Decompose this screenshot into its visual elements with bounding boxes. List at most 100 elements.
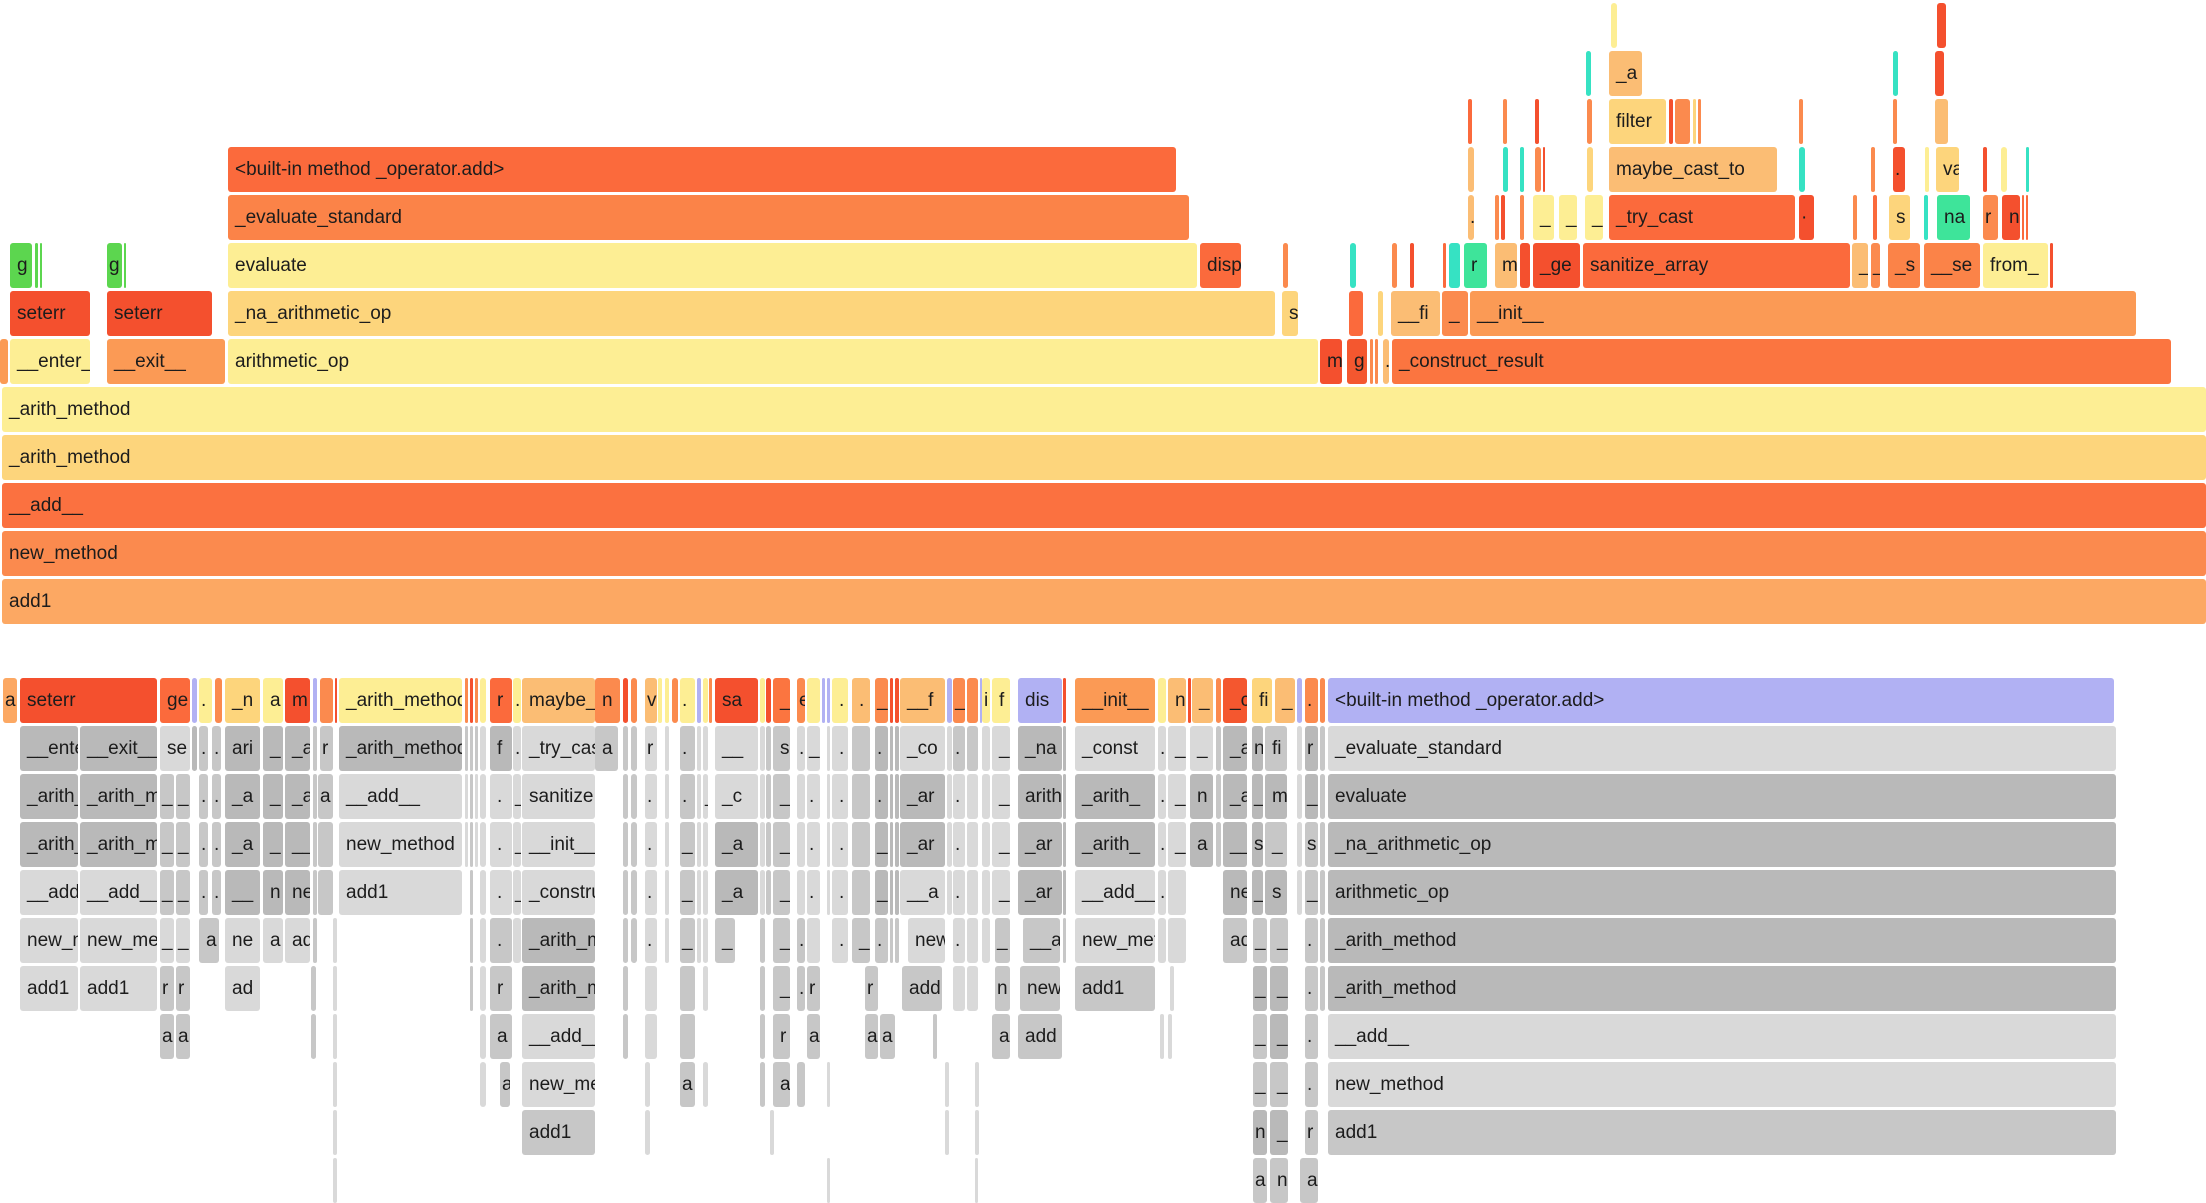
bottom-frame-tick[interactable] <box>760 966 765 1011</box>
top-frame-tick[interactable] <box>1375 339 1378 384</box>
top-frame-tick[interactable] <box>1468 99 1472 144</box>
top-frame-tick[interactable] <box>1924 195 1928 240</box>
bottom-frame-m[interactable]: m <box>1265 774 1287 819</box>
bottom-frame-_arith_me[interactable]: _arith_me <box>20 822 78 867</box>
top-frame-_ge[interactable]: _ge <box>1533 243 1580 288</box>
bottom-frame-tick[interactable] <box>890 678 893 723</box>
bottom-frame-tick[interactable]: . <box>1158 774 1166 819</box>
bottom-frame-tick[interactable] <box>1216 678 1221 723</box>
bottom-frame-_arith_method[interactable]: _arith_method <box>339 678 462 723</box>
top-frame-n[interactable]: n <box>2002 195 2020 240</box>
bottom-frame-tick[interactable] <box>760 1062 765 1107</box>
bottom-frame-tick[interactable]: . <box>680 726 695 771</box>
bottom-frame-tick[interactable] <box>313 678 317 723</box>
bottom-frame-_[interactable]: _ <box>1168 822 1186 867</box>
bottom-frame-_arith_[interactable]: _arith_ <box>1075 774 1155 819</box>
top-frame-tick[interactable] <box>1468 147 1474 192</box>
top-frame-tick[interactable] <box>1935 99 1948 144</box>
bottom-frame-tick[interactable]: . <box>797 726 805 771</box>
bottom-frame-_evaluate_standard[interactable]: _evaluate_standard <box>1328 726 2116 771</box>
bottom-frame-ari[interactable]: ari <box>225 726 260 771</box>
bottom-frame-tick[interactable] <box>1297 726 1302 771</box>
bottom-frame-_ar[interactable]: _ar <box>900 774 945 819</box>
bottom-frame-tick[interactable] <box>680 1014 695 1059</box>
bottom-frame-tick[interactable] <box>665 918 669 963</box>
bottom-frame-_[interactable]: _ <box>263 726 283 771</box>
bottom-frame-tick[interactable] <box>797 1062 805 1107</box>
bottom-frame-_[interactable]: _ <box>1253 966 1267 1011</box>
bottom-frame-tick[interactable]: . <box>807 774 820 819</box>
bottom-frame-tick[interactable] <box>703 822 708 867</box>
top-frame-tick[interactable] <box>2001 147 2007 192</box>
bottom-frame-_[interactable]: _ <box>992 822 1010 867</box>
top-frame-disp[interactable]: disp <box>1200 243 1241 288</box>
bottom-frame-tick[interactable] <box>465 678 468 723</box>
bottom-frame-tick[interactable]: . <box>1158 726 1166 771</box>
top-frame-tick[interactable] <box>2026 147 2029 192</box>
bottom-frame-tick[interactable]: . <box>199 822 208 867</box>
bottom-frame-tick[interactable] <box>335 678 337 723</box>
bottom-frame-tick[interactable] <box>947 822 952 867</box>
bottom-frame-a[interactable]: a <box>1190 822 1213 867</box>
bottom-frame-tick[interactable]: . <box>875 774 888 819</box>
bottom-frame-tick[interactable] <box>1297 774 1302 819</box>
bottom-frame-tick[interactable] <box>623 774 628 819</box>
bottom-frame-tick[interactable] <box>1063 726 1066 771</box>
top-frame-__exit__[interactable]: __exit__ <box>107 339 225 384</box>
bottom-frame-tick[interactable] <box>967 966 978 1011</box>
bottom-frame-tick[interactable] <box>697 678 701 723</box>
bottom-frame-tick[interactable] <box>822 678 825 723</box>
bottom-frame-tick[interactable] <box>827 678 830 723</box>
bottom-frame-_[interactable]: _ <box>1305 870 1318 915</box>
bottom-frame-_arith_method[interactable]: _arith_method <box>522 966 595 1011</box>
bottom-frame-a[interactable]: a <box>1253 1158 1267 1203</box>
bottom-frame-tick[interactable] <box>313 822 317 867</box>
bottom-frame-add1[interactable]: add1 <box>1075 966 1155 1011</box>
top-frame-tick[interactable] <box>1350 243 1356 288</box>
bottom-frame-tick[interactable]: . <box>212 870 221 915</box>
bottom-frame-tick[interactable] <box>470 678 473 723</box>
bottom-frame-tick[interactable] <box>475 774 478 819</box>
bottom-frame-tick[interactable] <box>192 726 197 771</box>
top-frame-add1[interactable]: add1 <box>2 579 2206 624</box>
bottom-frame-tick[interactable] <box>645 1062 650 1107</box>
bottom-frame-_[interactable]: _ <box>953 678 965 723</box>
bottom-frame-tick[interactable] <box>766 774 771 819</box>
bottom-frame-_[interactable]: _ <box>773 822 790 867</box>
bottom-frame-tick[interactable] <box>645 966 657 1011</box>
bottom-frame-_[interactable]: _ <box>992 726 1010 771</box>
top-frame-tick[interactable] <box>1349 291 1363 336</box>
bottom-frame-tick[interactable] <box>623 870 628 915</box>
bottom-frame-sanitize[interactable]: sanitize <box>522 774 595 819</box>
bottom-frame-__[interactable]: __ <box>1223 822 1247 867</box>
bottom-frame-tick[interactable] <box>475 822 478 867</box>
top-frame-__init__[interactable]: __init__ <box>1470 291 2136 336</box>
top-frame-tick[interactable] <box>1535 99 1539 144</box>
bottom-frame-tick[interactable] <box>890 774 893 819</box>
top-frame-_[interactable]: _ <box>1585 195 1603 240</box>
top-frame-tick[interactable] <box>1410 243 1414 288</box>
bottom-frame-a[interactable]: a <box>1300 1158 1318 1203</box>
top-frame-r[interactable]: r <box>1983 195 1998 240</box>
bottom-frame-tick[interactable] <box>982 918 990 963</box>
top-frame-tick[interactable] <box>1586 51 1591 96</box>
bottom-frame-a[interactable]: a <box>773 1062 790 1107</box>
bottom-frame-tick[interactable] <box>623 918 628 963</box>
bottom-frame-_[interactable]: _ <box>1168 774 1186 819</box>
bottom-frame-tick[interactable] <box>631 774 637 819</box>
bottom-frame-tick[interactable] <box>1168 870 1186 915</box>
bottom-frame-n[interactable]: n <box>1253 1110 1267 1155</box>
bottom-frame-_a[interactable]: _a <box>225 822 260 867</box>
bottom-frame-n[interactable]: n <box>263 870 283 915</box>
bottom-frame-__add__[interactable]: __add__ <box>20 870 78 915</box>
bottom-frame-_c[interactable]: _c <box>715 774 758 819</box>
bottom-frame-builtinmethod_operatorad[interactable]: <built-in method _operator.add> <box>1328 678 2114 723</box>
top-frame-tick[interactable] <box>1893 99 1897 144</box>
top-frame-tick[interactable] <box>1693 99 1696 144</box>
bottom-frame-tick[interactable] <box>967 822 978 867</box>
bottom-frame-a[interactable]: a <box>263 678 283 723</box>
bottom-frame-_const[interactable]: _const <box>1075 726 1155 771</box>
top-frame-g[interactable]: g <box>1347 339 1367 384</box>
bottom-frame-_[interactable]: _ <box>176 870 190 915</box>
bottom-frame-_[interactable]: _ <box>1252 870 1263 915</box>
